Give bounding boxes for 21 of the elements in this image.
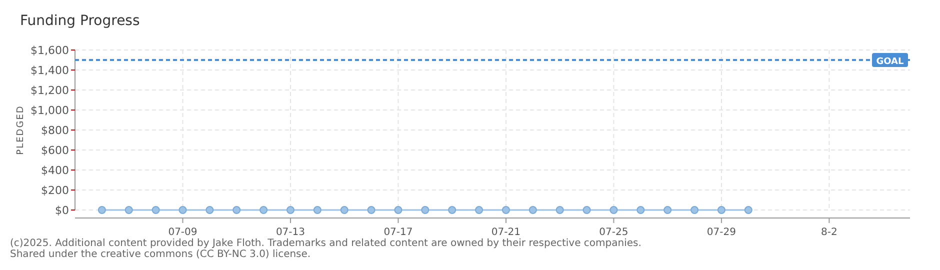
y-tick-label: $1,600 bbox=[30, 44, 69, 57]
y-tick-label: $1,000 bbox=[30, 104, 69, 117]
x-tick-label: 07-17 bbox=[384, 227, 413, 238]
x-tick-label: 07-21 bbox=[491, 227, 520, 238]
y-tick-label: $400 bbox=[41, 164, 69, 177]
y-tick-label: $200 bbox=[41, 184, 69, 197]
chart-title: Funding Progress bbox=[20, 13, 140, 29]
y-tick-label: $1,400 bbox=[30, 64, 69, 77]
x-tick-label: 07-09 bbox=[168, 227, 198, 238]
y-tick-label: $1,200 bbox=[30, 84, 69, 97]
x-tick-label: 07-13 bbox=[276, 227, 306, 238]
text: (c)2025. Additional content provided by Jake Floth. Trademarks and related content are owned by their respective companies. bbox=[10, 238, 642, 249]
y-axis-title: PLEDGED bbox=[16, 105, 26, 155]
y-tick-label: $0 bbox=[55, 204, 69, 217]
ref-line-label: GOAL bbox=[876, 57, 904, 67]
text: Shared under the creative commons (CC BY-NC 3.0) license. bbox=[10, 249, 311, 260]
x-tick-label: 8-2 bbox=[821, 227, 838, 238]
y-tick-label: $800 bbox=[41, 124, 69, 137]
x-tick-label: 07-29 bbox=[706, 227, 736, 238]
y-tick-label: $600 bbox=[41, 144, 69, 157]
x-tick-label: 07-25 bbox=[599, 227, 628, 238]
